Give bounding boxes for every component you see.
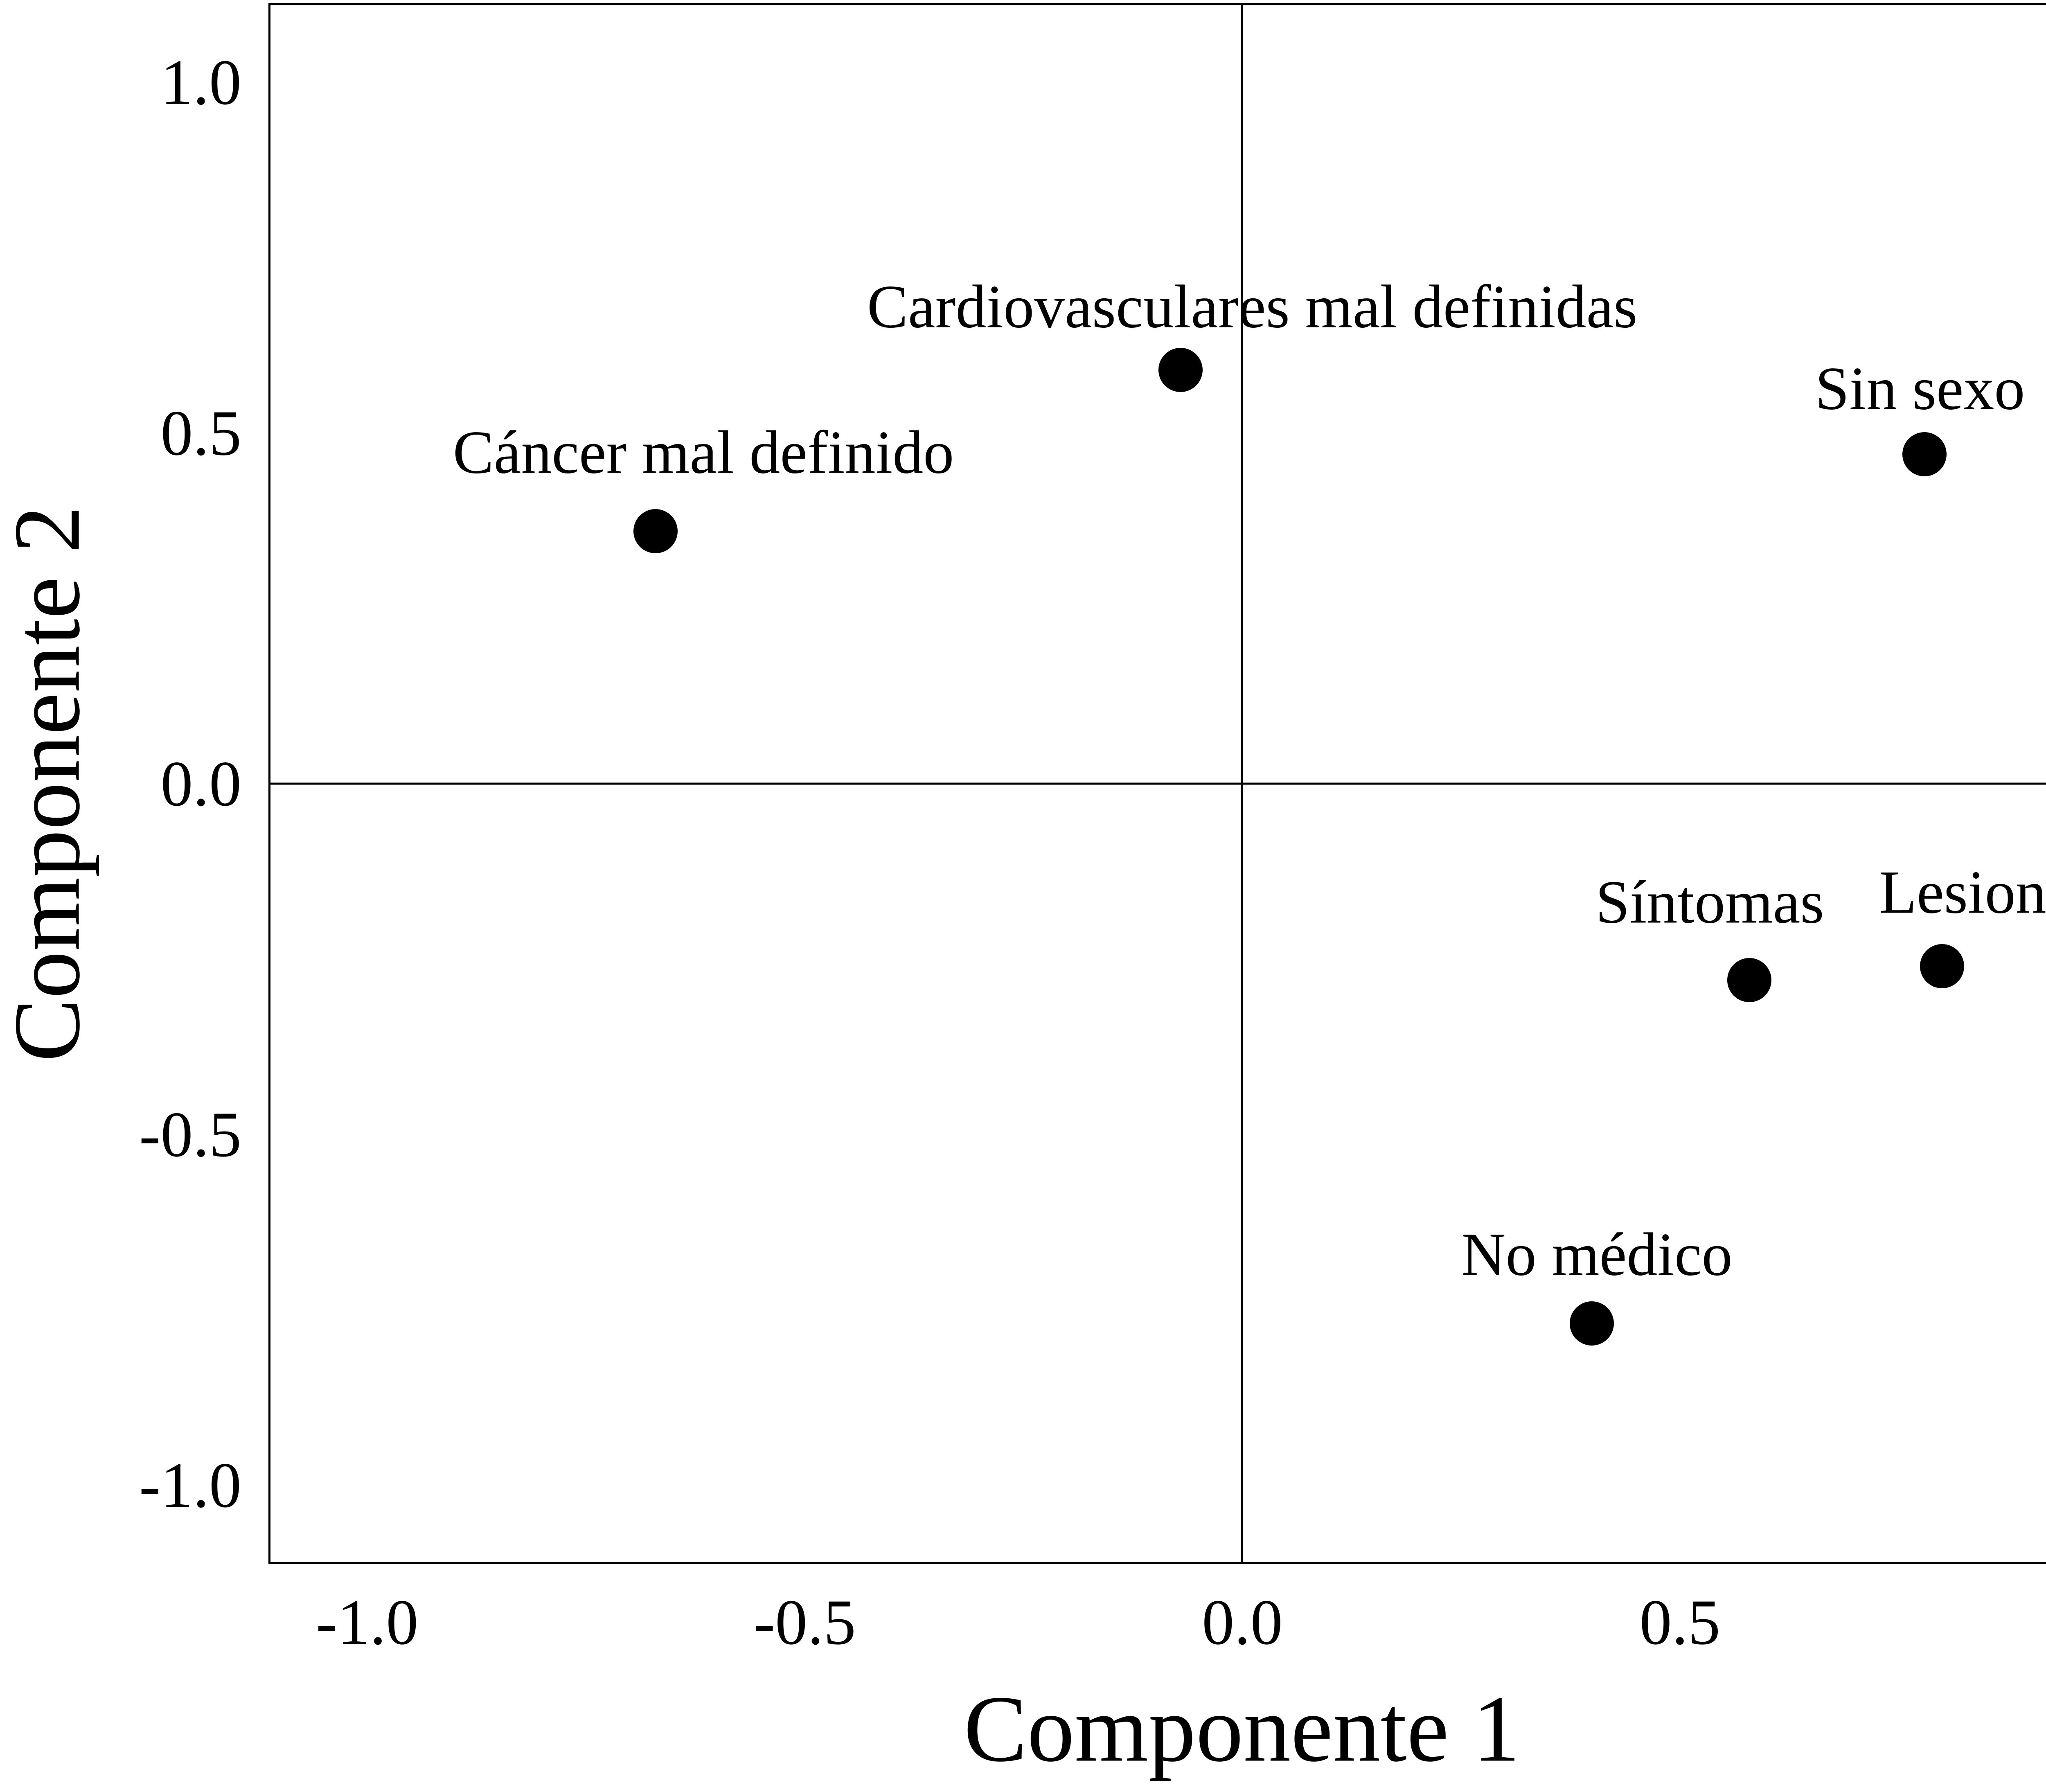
y-tick-label-0.0: 0.0	[160, 748, 242, 820]
x-axis-title: Componente 1	[964, 1676, 1520, 1782]
points-layer: Cardiovasculares mal definidas Sin sexo Cá…	[270, 5, 2046, 1562]
point-label-1: Sin sexo	[1815, 354, 2025, 423]
data-point-3	[1727, 958, 1772, 1002]
y-tick-label-0.5: 0.5	[160, 397, 242, 469]
data-point-0	[1158, 348, 1203, 392]
data-point-2	[633, 509, 678, 554]
x-tick-label--0.5: -0.5	[753, 1587, 856, 1659]
y-zero-line	[270, 782, 2046, 785]
point-label-4: Lesiones	[1879, 858, 2046, 926]
data-point-4	[1920, 944, 1964, 988]
y-axis-title: Componente 2	[0, 505, 100, 1062]
y-tick-label--0.5: -0.5	[139, 1098, 241, 1170]
x-tick-label--1.0: -1.0	[316, 1587, 419, 1659]
plot-area: Cardiovasculares mal definidas Sin sexo Cá…	[268, 3, 2046, 1564]
x-tick-label-0.0: 0.0	[1202, 1587, 1283, 1659]
y-tick-label-1.0: 1.0	[160, 47, 242, 119]
point-label-2: Cáncer mal definido	[453, 418, 954, 487]
data-point-5	[1570, 1301, 1614, 1346]
x-tick-label-0.5: 0.5	[1639, 1587, 1721, 1659]
y-tick-label--1.0: -1.0	[139, 1449, 241, 1521]
point-label-5: No médico	[1461, 1220, 1733, 1289]
data-point-1	[1902, 432, 1947, 476]
point-label-3: Síntomas	[1595, 868, 1824, 936]
point-label-0: Cardiovasculares mal definidas	[867, 273, 1638, 341]
